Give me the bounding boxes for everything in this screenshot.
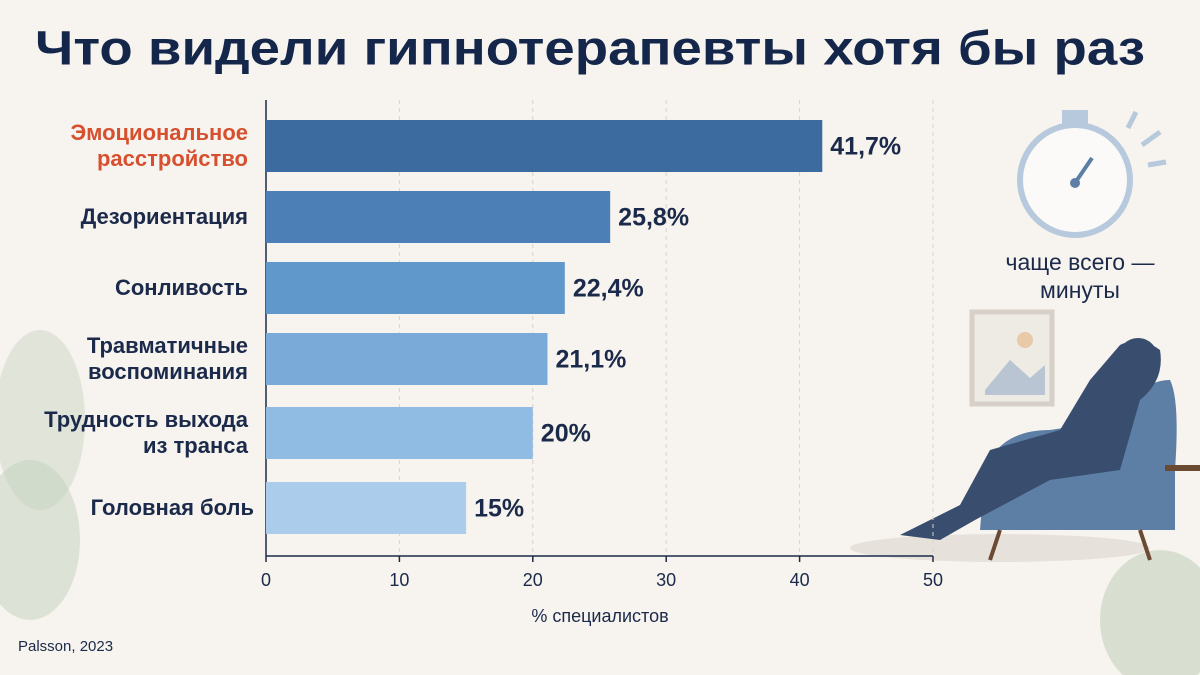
- chart-title: Что видели гипнотерапевты хотя бы раз: [35, 23, 1145, 76]
- bar: [266, 482, 467, 534]
- decoration: [0, 110, 1200, 675]
- category-label: Головная боль: [90, 495, 254, 520]
- value-label: 15%: [474, 495, 524, 523]
- category-label: Эмоциональное расстройство: [70, 120, 248, 171]
- bar: [266, 120, 823, 172]
- x-axis-label: % специалистов: [531, 606, 668, 626]
- x-tick-label: 10: [389, 570, 409, 590]
- bar: [266, 191, 611, 243]
- category-label: Трудность выхода из транса: [44, 407, 248, 458]
- value-label: 21,1%: [555, 346, 626, 374]
- x-tick-label: 50: [923, 570, 943, 590]
- source: Palsson, 2023: [18, 638, 113, 655]
- annotation: чаще всего — минуты: [1005, 249, 1155, 303]
- category-label: Сонливость: [114, 275, 248, 300]
- category-label: Дезориентация: [80, 204, 248, 229]
- bar: [266, 262, 565, 314]
- category-label: Травматичные воспоминания: [86, 333, 248, 384]
- value-label: 20%: [541, 420, 591, 448]
- value-label: 25,8%: [618, 204, 689, 232]
- value-label: 22,4%: [573, 275, 644, 303]
- bar: [266, 407, 533, 459]
- x-tick-label: 30: [656, 570, 676, 590]
- x-tick-label: 0: [261, 570, 271, 590]
- value-label: 41,7%: [830, 133, 901, 161]
- x-tick-label: 20: [523, 570, 543, 590]
- bar: [266, 333, 548, 385]
- x-tick-label: 40: [790, 570, 810, 590]
